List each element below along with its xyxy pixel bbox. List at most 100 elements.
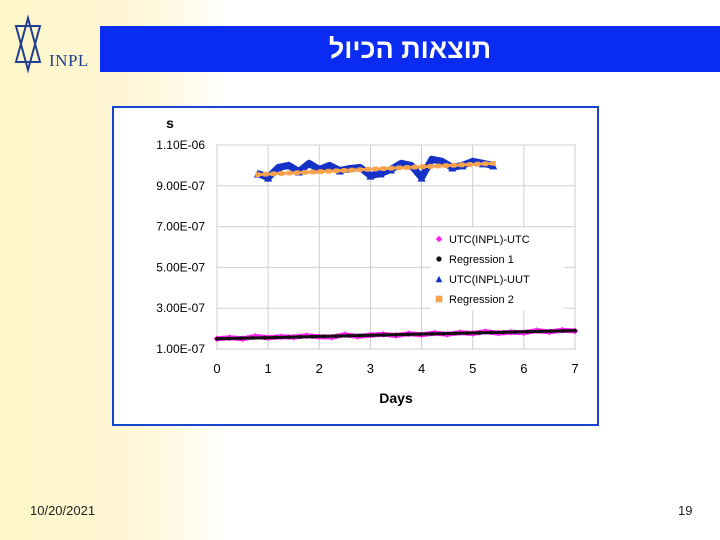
data-point xyxy=(238,336,243,341)
data-point xyxy=(376,169,385,178)
data-point xyxy=(333,168,339,174)
data-point xyxy=(294,170,300,176)
data-point xyxy=(325,161,334,170)
data-point xyxy=(279,171,284,176)
data-point xyxy=(537,329,542,334)
data-point xyxy=(302,169,308,175)
data-point xyxy=(346,333,351,338)
data-point xyxy=(404,165,410,170)
legend-marker xyxy=(435,275,443,283)
data-point xyxy=(365,166,371,172)
y-tick-label: 1.00E-07 xyxy=(156,342,205,356)
x-tick-label: 4 xyxy=(418,361,425,376)
y-tick-label: 5.00E-07 xyxy=(156,260,205,274)
data-point xyxy=(341,168,347,173)
x-tick-label: 5 xyxy=(469,361,476,376)
data-point xyxy=(549,329,554,334)
legend-label: Regression 1 xyxy=(449,254,514,266)
data-point xyxy=(475,161,480,167)
data-point xyxy=(310,334,315,339)
data-point xyxy=(561,328,565,333)
data-point xyxy=(255,172,261,177)
data-point xyxy=(322,334,327,339)
data-point xyxy=(274,335,279,340)
data-point xyxy=(215,336,219,341)
data-point xyxy=(358,333,363,338)
data-point xyxy=(366,171,375,180)
logo-text: INPL xyxy=(49,51,89,70)
legend-label: Regression 2 xyxy=(449,294,514,306)
x-tick-label: 2 xyxy=(316,361,323,376)
data-point xyxy=(370,333,375,338)
y-axis-label: s xyxy=(166,115,174,131)
data-point xyxy=(305,159,314,168)
data-point xyxy=(406,332,410,337)
data-point xyxy=(326,168,331,174)
legend-label: UTC(INPL)-UUT xyxy=(449,274,530,286)
x-tick-label: 7 xyxy=(571,361,578,376)
series xyxy=(213,155,579,343)
data-point xyxy=(412,164,418,170)
data-point xyxy=(441,331,446,336)
calibration-chart: 0 1 2 3 4 5 6 7 1.00E-07 3.00E-07 5.00E-07 7.00E-07… xyxy=(156,115,579,406)
legend: UTC(INPL)-UTC Regression 1 UTC(INPL)-UUT Re… xyxy=(430,227,565,311)
legend-label: UTC(INPL)-UTC xyxy=(449,234,530,246)
data-point xyxy=(262,335,267,340)
page-number: 19 xyxy=(678,503,693,518)
y-tick-label: 1.10E-06 xyxy=(156,138,205,152)
x-tick-label: 1 xyxy=(265,361,272,376)
series-regression-1 xyxy=(215,328,577,341)
inpl-logo: INPL xyxy=(14,14,96,74)
data-point xyxy=(482,161,488,167)
data-point xyxy=(453,331,458,336)
data-point xyxy=(513,330,518,334)
data-point xyxy=(284,161,293,170)
data-point xyxy=(443,163,449,169)
data-point xyxy=(428,163,433,169)
x-tick-label: 0 xyxy=(213,361,220,376)
slide-title: תוצאות הכיול xyxy=(328,33,492,64)
data-point xyxy=(394,332,398,337)
data-point xyxy=(459,162,465,168)
data-point xyxy=(467,162,473,167)
data-point xyxy=(250,336,255,340)
y-tick-label: 7.00E-07 xyxy=(156,220,205,234)
star-of-david-icon xyxy=(14,14,42,74)
series-regression-2 xyxy=(255,160,496,177)
y-tick-label: 3.00E-07 xyxy=(156,301,205,315)
data-point xyxy=(465,331,470,336)
data-point xyxy=(271,171,276,177)
data-point xyxy=(373,166,378,172)
data-point xyxy=(417,173,426,182)
data-point xyxy=(318,169,324,174)
data-point xyxy=(451,162,457,168)
title-bar: תוצאות הכיול xyxy=(100,26,720,72)
data-point xyxy=(396,165,402,171)
data-point xyxy=(286,170,292,176)
data-point xyxy=(573,328,577,333)
data-point xyxy=(427,155,436,164)
legend-marker xyxy=(435,235,443,243)
legend-marker xyxy=(436,256,442,262)
data-point xyxy=(274,163,283,172)
data-point xyxy=(477,330,482,335)
data-point xyxy=(388,165,394,171)
data-point xyxy=(490,160,496,166)
y-tick-label: 9.00E-07 xyxy=(156,179,205,193)
chart-frame: 0 1 2 3 4 5 6 7 1.00E-07 3.00E-07 5.00E-07 7.00E-07… xyxy=(112,106,599,426)
data-point xyxy=(489,330,494,335)
data-point xyxy=(417,332,422,337)
axes: 0 1 2 3 4 5 6 7 1.00E-07 3.00E-07 5.00E-07 7.00E-07… xyxy=(156,138,578,376)
data-point xyxy=(310,169,316,175)
data-point xyxy=(501,330,506,335)
data-point xyxy=(429,331,434,336)
data-point xyxy=(420,164,425,170)
data-point xyxy=(382,333,386,337)
data-point xyxy=(525,329,530,334)
data-point xyxy=(435,163,441,169)
data-point xyxy=(357,167,363,173)
axis-labels: Days s xyxy=(166,115,413,406)
x-tick-label: 6 xyxy=(520,361,527,376)
data-point xyxy=(334,334,339,338)
data-point xyxy=(263,171,269,177)
